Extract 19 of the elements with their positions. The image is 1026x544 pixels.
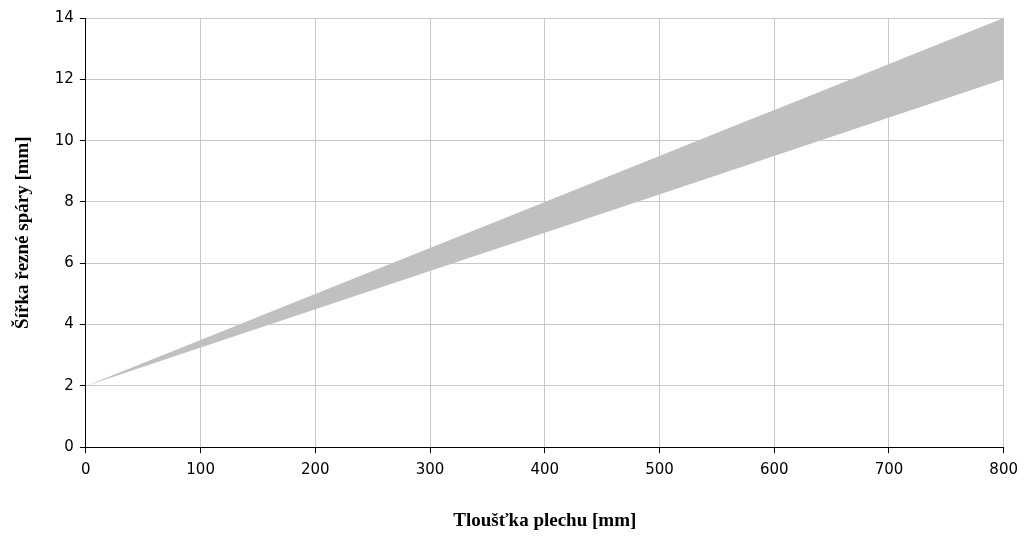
x-axis-title: Tloušťka plechu [mm]	[453, 508, 637, 530]
y-tick-label: 10	[54, 130, 74, 149]
y-axis-title: Šířka řezné spáry [mm]	[11, 136, 33, 329]
y-tick-label: 4	[64, 314, 74, 333]
x-tick-label: 0	[81, 460, 91, 479]
x-tick-label: 200	[301, 460, 330, 479]
x-tick-label: 100	[186, 460, 215, 479]
x-tick-label: 400	[530, 460, 560, 479]
x-tick-label: 800	[989, 460, 1019, 479]
y-tick-label: 6	[64, 253, 74, 272]
x-tick-label: 700	[874, 460, 904, 479]
y-tick-label: 12	[54, 69, 74, 88]
y-tick-label: 8	[64, 191, 74, 210]
x-tick-label: 600	[759, 460, 789, 479]
y-tick-label: 14	[54, 7, 74, 26]
x-tick-label: 300	[415, 460, 445, 479]
y-tick-label: 2	[64, 375, 74, 394]
x-tick-label: 500	[645, 460, 674, 479]
y-tick-label: 0	[64, 437, 74, 456]
